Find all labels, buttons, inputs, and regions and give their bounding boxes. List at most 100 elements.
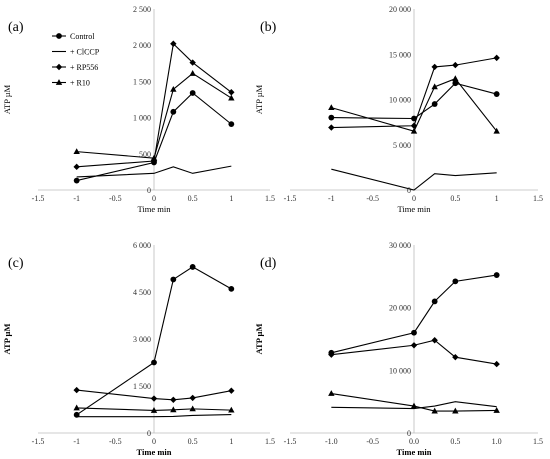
- legend-entry: + RP556: [70, 63, 98, 72]
- y-tick-label: 1 500: [133, 77, 151, 86]
- x-tick-label: 0.5: [188, 437, 198, 446]
- x-tick-label: 0.5: [188, 194, 198, 203]
- data-point: [328, 104, 335, 111]
- y-axis-title: ATP µM: [254, 84, 264, 114]
- data-point: [493, 127, 500, 134]
- legend-entry: + R10: [70, 79, 90, 88]
- y-tick-label: 6 000: [133, 241, 151, 250]
- data-point: [411, 115, 417, 122]
- x-tick-label: -1.5: [32, 194, 45, 203]
- chart-panel: -1.5 -1 -0.5 0 0.5 1 1.5 0 5 000 10 000 15 000 20 0…: [254, 5, 543, 214]
- x-tick-label: 0.5: [450, 194, 460, 203]
- x-tick-label: 1.5: [265, 437, 275, 446]
- data-point: [170, 276, 177, 283]
- legend-marker: [56, 33, 62, 39]
- data-point: [328, 351, 335, 358]
- x-tick-label: -1.5: [284, 437, 297, 446]
- data-point: [493, 54, 500, 62]
- data-point: [431, 101, 438, 107]
- x-tick-label: -0.5: [109, 194, 122, 203]
- x-tick-label: 1: [229, 437, 233, 446]
- legend-marker: [55, 79, 63, 85]
- x-tick-label: 0.0: [409, 437, 419, 446]
- panel-label: (a): [8, 20, 24, 35]
- data-point: [189, 70, 196, 76]
- y-axis-title: ATP µM: [2, 324, 12, 355]
- y-axis-title: ATP µM: [254, 324, 264, 355]
- x-tick-label: 1.5: [265, 194, 275, 203]
- x-tick-label: 0.5: [450, 437, 460, 446]
- legend-entry: Control: [70, 32, 95, 41]
- data-point: [73, 177, 80, 184]
- x-tick-label: 1: [495, 194, 499, 203]
- data-point: [228, 121, 235, 128]
- data-point: [431, 63, 438, 71]
- series-line: [76, 413, 232, 418]
- panel-label: (d): [260, 256, 277, 271]
- y-tick-label: 2 000: [133, 41, 151, 50]
- data-point: [170, 396, 177, 403]
- data-point: [151, 359, 157, 366]
- data-point: [493, 91, 500, 97]
- data-point: [328, 390, 335, 396]
- x-tick-label: 1: [229, 194, 233, 203]
- series-line: [76, 165, 232, 178]
- data-point: [189, 264, 196, 270]
- data-point: [452, 61, 459, 69]
- data-point: [431, 298, 438, 305]
- y-tick-label: 0: [147, 186, 151, 195]
- x-tick-label: 1.5: [533, 437, 543, 446]
- series-line: [331, 168, 497, 191]
- panel-label: (b): [260, 20, 277, 35]
- x-tick-label: 0: [412, 194, 416, 203]
- x-tick-label: 1.5: [533, 194, 543, 203]
- data-point: [493, 360, 500, 368]
- data-point: [73, 163, 80, 171]
- x-tick-label: 1.0: [492, 437, 502, 446]
- legend: Control + ClCCP + RP556 + R10: [52, 32, 100, 88]
- x-tick-label: -1.0: [325, 437, 338, 446]
- y-tick-label: 4 500: [133, 288, 151, 297]
- data-point: [228, 89, 235, 96]
- data-point: [170, 85, 177, 92]
- x-tick-label: -1: [73, 437, 80, 446]
- data-point: [410, 127, 418, 134]
- panel-label: (c): [8, 256, 24, 271]
- data-point: [431, 337, 438, 344]
- data-point: [189, 394, 196, 402]
- data-point: [170, 406, 177, 413]
- y-tick-label: 0: [407, 186, 411, 195]
- y-tick-label: 2 500: [133, 5, 151, 14]
- data-point: [73, 386, 80, 394]
- y-tick-label: 1 000: [133, 114, 151, 123]
- data-point: [452, 80, 459, 87]
- data-point: [493, 407, 500, 413]
- data-point: [228, 94, 235, 101]
- data-point: [150, 395, 158, 402]
- x-tick-label: -1: [73, 194, 80, 203]
- y-tick-label: 20 000: [389, 304, 411, 313]
- data-point: [328, 114, 335, 121]
- data-point: [410, 342, 418, 349]
- chart-panel: -1.5 -1 -0.5 0 0.5 1 1.5 0 1 500 3 000 4 500 6 000 T…: [2, 241, 275, 457]
- data-point: [189, 405, 196, 412]
- data-point: [228, 387, 235, 394]
- x-tick-label: 0: [152, 194, 156, 203]
- x-tick-label: -1.5: [284, 194, 297, 203]
- chart-panel: -1.5 -1.0 -0.5 0.0 0.5 1.0 1.5 0 10 000 20 000 30 …: [254, 241, 543, 457]
- series-line: [331, 401, 497, 410]
- x-tick-label: -1: [328, 194, 335, 203]
- legend-entry: + ClCCP: [70, 48, 100, 57]
- x-tick-label: -1.5: [32, 437, 45, 446]
- x-tick-label: -0.5: [109, 437, 122, 446]
- x-axis-title: Time min: [398, 204, 432, 214]
- y-tick-label: 0: [407, 429, 411, 438]
- chart-panel: -1.5 -1 -0.5 0 0.5 1 1.5 0 500 1 000 1 500 2 000 2 5…: [2, 5, 275, 214]
- data-point: [73, 148, 80, 155]
- data-point: [73, 404, 80, 411]
- y-tick-label: 0: [147, 429, 151, 438]
- data-point: [328, 124, 335, 131]
- data-point: [150, 407, 158, 413]
- y-tick-label: 30 000: [389, 241, 411, 250]
